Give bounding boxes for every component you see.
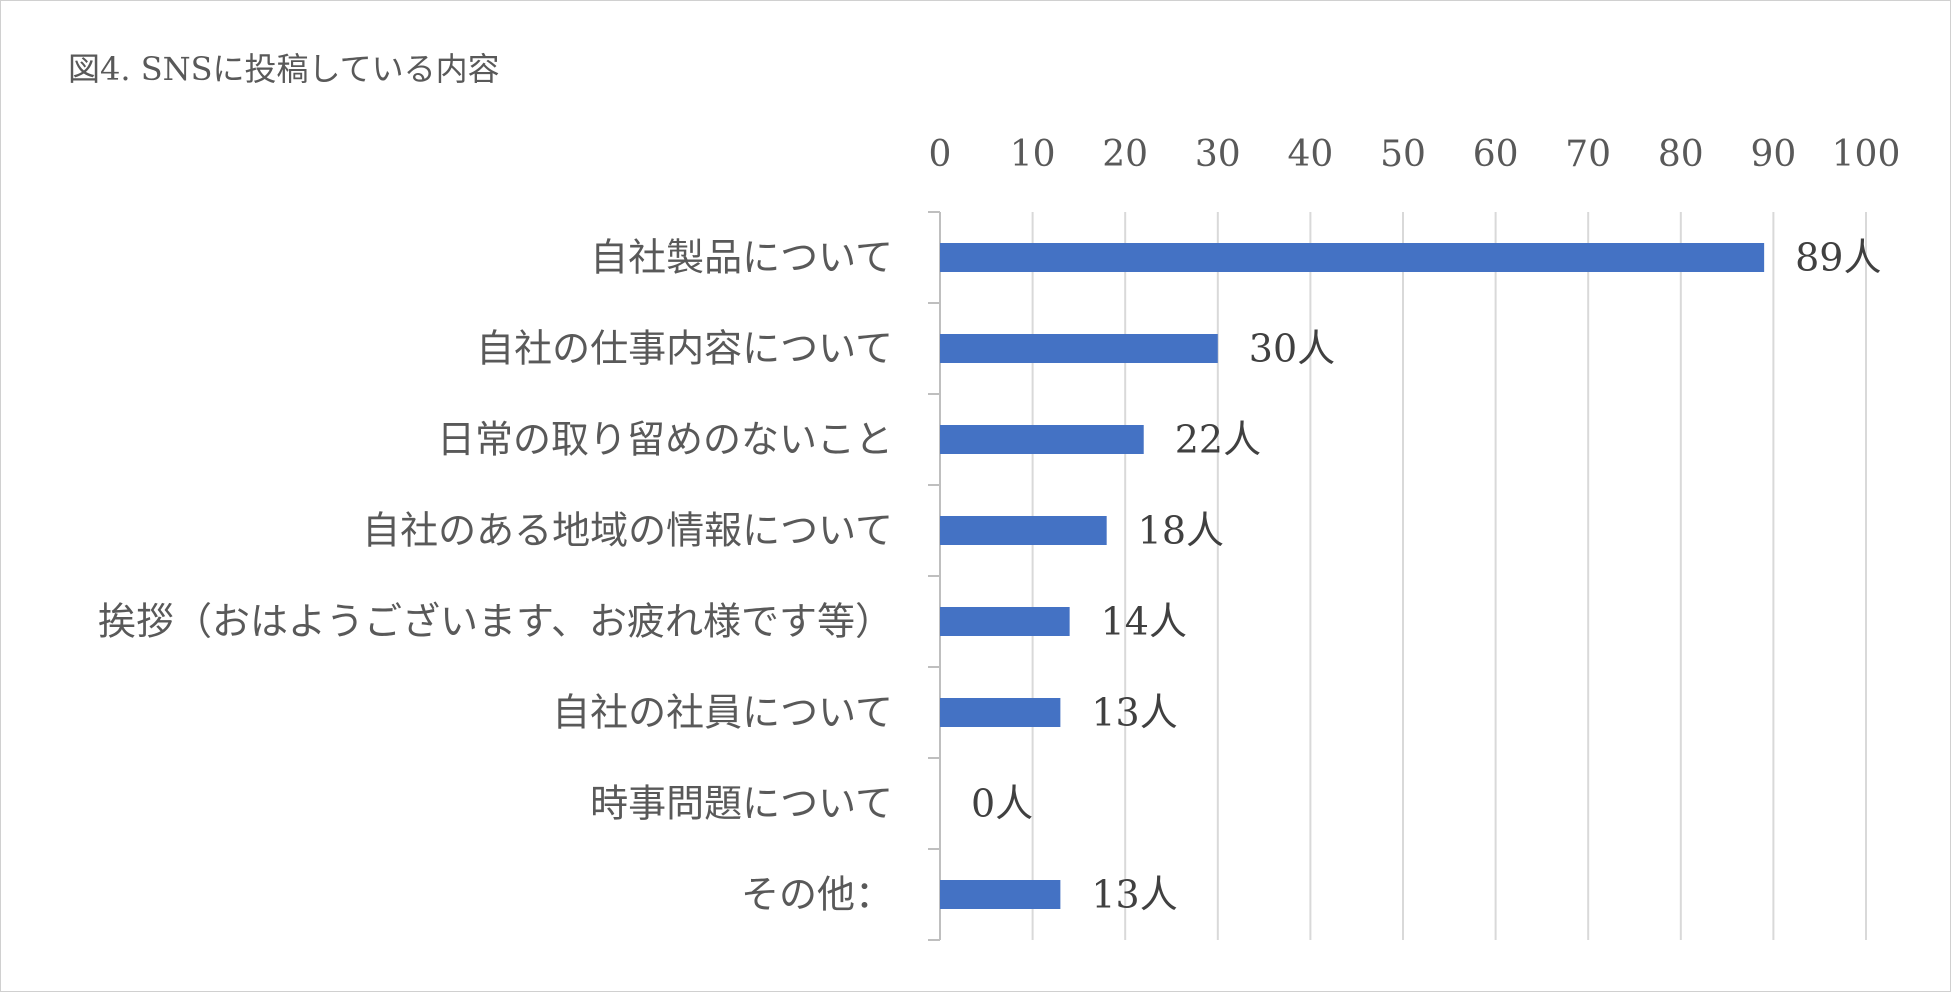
- x-tick-label: 80: [1658, 134, 1704, 175]
- category-labels: 自社製品について自社の仕事内容について日常の取り留めのないこと自社のある地域の情…: [98, 236, 893, 917]
- x-tick-label: 10: [1010, 134, 1056, 175]
- x-tick-label: 40: [1287, 134, 1333, 175]
- category-label: 自社の仕事内容について: [476, 327, 893, 371]
- x-tick-label: 20: [1102, 134, 1148, 175]
- data-label: 22人: [1175, 418, 1261, 462]
- category-label: その他：: [741, 873, 893, 917]
- data-label: 0人: [971, 782, 1033, 826]
- x-tick-label: 60: [1473, 134, 1519, 175]
- data-label: 18人: [1138, 509, 1224, 553]
- category-label: 自社のある地域の情報について: [362, 509, 893, 553]
- bar: [940, 243, 1765, 272]
- category-label: 日常の取り留めのないこと: [437, 418, 893, 462]
- chart-title: 図4. SNSに投稿している内容: [68, 50, 500, 88]
- bar: [940, 880, 1061, 909]
- bar: [940, 425, 1144, 454]
- category-label: 挨拶（おはようございます、お疲れ様です等）: [98, 600, 893, 644]
- data-labels: 89人 30人 22人 18人 14人 13人 0人 13人: [971, 236, 1881, 917]
- gridlines: [1031, 212, 1867, 940]
- x-tick-label: 30: [1195, 134, 1241, 175]
- bar: [940, 607, 1070, 636]
- data-label: 13人: [1091, 691, 1177, 735]
- x-tick-label: 50: [1380, 134, 1426, 175]
- x-tick-label: 70: [1565, 134, 1611, 175]
- category-label: 時事問題について: [590, 782, 893, 826]
- category-axis: [928, 211, 941, 941]
- x-tick-label: 90: [1750, 134, 1796, 175]
- category-label: 自社製品について: [590, 236, 893, 280]
- data-label: 89人: [1795, 236, 1881, 280]
- bar: [940, 516, 1107, 545]
- x-tick-label: 0: [929, 134, 952, 175]
- bar: [940, 334, 1218, 363]
- data-label: 13人: [1091, 873, 1177, 917]
- bars: [940, 243, 1765, 909]
- data-label: 14人: [1101, 600, 1187, 644]
- x-tick-label: 100: [1832, 134, 1901, 175]
- bar: [940, 698, 1061, 727]
- category-label: 自社の社員について: [552, 691, 893, 735]
- value-axis-ticks: 0 10 20 30 40 50 60 70 80 90 100: [929, 134, 1901, 175]
- data-label: 30人: [1249, 327, 1335, 371]
